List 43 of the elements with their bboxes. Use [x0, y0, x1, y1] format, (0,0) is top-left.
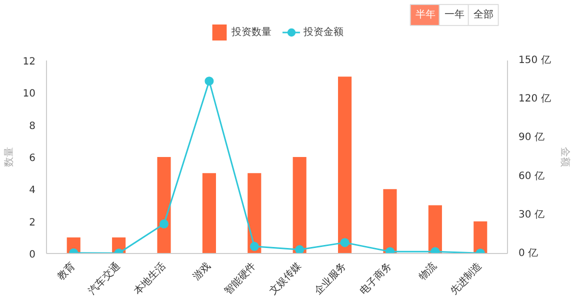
point — [250, 242, 259, 251]
text: 半年 — [415, 8, 436, 20]
y-tick-label: 0 — [29, 250, 36, 260]
point — [160, 219, 169, 228]
y-tick-label: 2 — [29, 217, 36, 228]
x-tick-label: 电子商务 — [357, 260, 394, 298]
y-tick-label: 4 — [29, 185, 36, 196]
bar — [383, 189, 397, 254]
bar — [428, 205, 442, 254]
y-tick-label: 8 — [29, 120, 36, 132]
y-axis-title: 数量 — [4, 147, 15, 167]
x-tick-label: 先进制造 — [448, 260, 484, 298]
x-tick-label: 物流 — [416, 260, 440, 283]
bar — [474, 221, 488, 254]
x-tick-label: 游戏 — [190, 260, 214, 283]
y2-tick-label: 0 亿 — [518, 248, 538, 259]
y2-tick-label: 60 亿 — [518, 170, 544, 182]
bar — [292, 157, 306, 254]
x-tick-label: 本地生活 — [131, 260, 168, 298]
y2-tick-label: 90 亿 — [518, 132, 544, 144]
legend-label: 投资金额 — [304, 26, 344, 39]
bar — [248, 173, 262, 254]
text: 全部 — [473, 8, 494, 20]
point — [204, 76, 214, 86]
text: 一年 — [444, 8, 464, 20]
y-tick-label: 12 — [22, 56, 36, 68]
x-tick-label: 智能硬件 — [222, 260, 258, 298]
x-tick-label: 文娱传媒 — [267, 260, 304, 298]
y2-tick-label: 30 亿 — [518, 209, 544, 220]
legend-label: 投资数量 — [232, 26, 272, 39]
y-tick-label: 6 — [29, 153, 36, 164]
bar — [157, 157, 171, 254]
point — [340, 238, 350, 248]
x-tick-label: 汽车交通 — [86, 260, 123, 298]
y-tick-label: 10 — [22, 88, 36, 100]
y2-tick-label: 120 亿 — [518, 94, 551, 105]
x-tick-label: 企业服务 — [312, 260, 349, 298]
y2-axis-title: 金额 — [558, 147, 571, 167]
bar — [338, 76, 352, 254]
x-tick-label: 教育 — [55, 260, 78, 283]
y2-tick-label: 150 亿 — [518, 55, 551, 66]
point — [295, 245, 304, 254]
bar — [202, 173, 216, 254]
